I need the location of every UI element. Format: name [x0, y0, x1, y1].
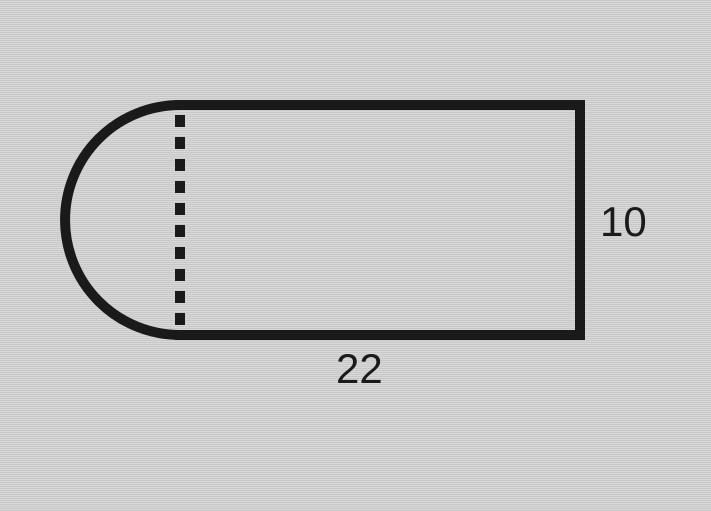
geometry-diagram: 10 22 [0, 0, 711, 506]
width-label: 22 [336, 345, 383, 393]
semicircle-outline [65, 105, 180, 335]
shape-svg [0, 0, 711, 506]
rectangle-outline [180, 105, 580, 335]
height-label: 10 [600, 198, 647, 246]
